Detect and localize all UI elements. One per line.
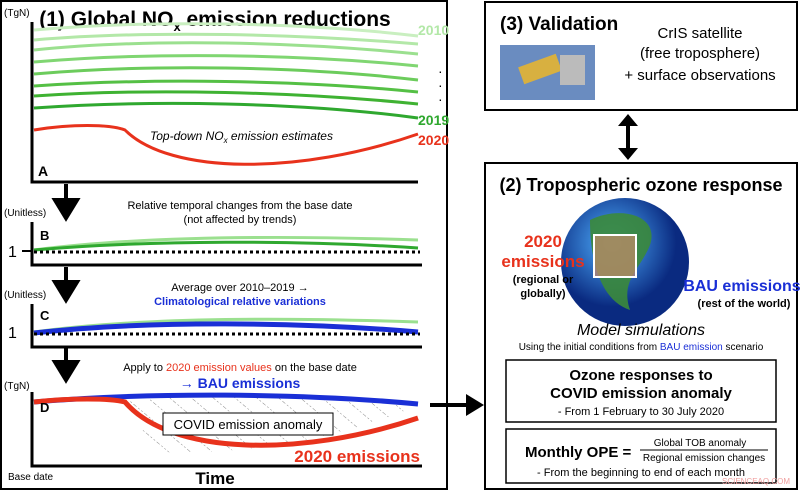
emissions-2020-d: globally) [520,288,566,300]
satellite-icon [500,45,595,100]
green-lines-a [33,22,419,120]
anomaly-box [162,412,334,436]
ope-box [505,428,777,484]
red-line-d [33,396,419,448]
anomaly-label: COVID emission anomaly [174,417,323,432]
panel-2-title: (2) Tropospheric ozone response [499,175,782,195]
panel-3-frame [484,1,798,111]
estimate-label: Top-down NOx emission estimates [150,129,333,145]
watermark: SCIENCEAQ.COM [722,477,790,486]
axis-unit-d: (TgN) [4,381,30,392]
bau-emissions-label: BAU emissions [683,278,800,295]
axis-a [30,22,418,184]
axis-unit-b: (Unitless) [4,208,46,219]
panel-3-title: (3) Validation [500,14,618,35]
region-box [593,234,637,278]
box1-line-1: Ozone responses to [569,367,712,384]
emissions-2020-b: emissions [501,252,584,271]
b-text-1: Relative temporal changes from the base … [127,200,352,212]
axis-c [30,304,422,349]
model-simulations-label: Model simulations [577,322,705,339]
ope-denominator: Regional emission changes [643,453,765,464]
ozone-response-box [505,359,777,423]
c-text-2: Climatological relative variations [154,296,326,308]
panel-1-frame [0,0,448,490]
down-arrows [51,184,81,384]
box1-line-3: - From 1 February to 30 July 2020 [558,406,724,418]
label-2010: 2010 [418,22,449,38]
axis-unit-c: (Unitless) [4,290,46,301]
bau-emissions-sub: (rest of the world) [698,298,791,310]
tick-1-c: 1 [8,325,17,342]
ope-lhs: Monthly OPE = [525,444,632,461]
c-text-1: Average over 2010–2019 → [171,282,308,294]
label-b: B [40,228,49,243]
panel-2-frame [484,162,798,490]
validation-line-3: + surface observations [624,67,775,84]
axis-b [30,222,422,267]
base-date-label: Base date [8,472,53,483]
dots: · [438,77,443,93]
climatology-line [33,321,419,336]
label-c: C [40,308,50,323]
box1-line-2: COVID emission anomaly [550,385,732,402]
axis-d [30,392,422,468]
double-arrow-icon [618,114,638,160]
tick-1-b: 1 [8,244,17,261]
validation-line-2: (free troposphere) [640,45,760,62]
using-label: Using the initial conditions from BAU em… [519,342,764,353]
d-text-1: Apply to 2020 emission values on the bas… [123,362,357,374]
emissions-2020-a: 2020 [524,232,562,251]
emissions-2020-label: 2020 emissions [294,447,420,466]
time-label: Time [195,469,234,488]
axis-unit-a: (TgN) [4,8,30,19]
b-text-2: (not affected by trends) [184,214,297,226]
label-d: D [40,400,49,415]
label-2020: 2020 [418,132,449,148]
label-2019: 2019 [418,112,449,128]
red-line-2020 [33,124,419,166]
emissions-2020-c: (regional or [513,274,574,286]
d-text-2: → BAU emissions [180,375,301,391]
ope-numerator: Global TOB anomaly [654,438,746,449]
ope-note: - From the beginning to end of each mont… [537,467,745,479]
panel-1-title: (1) Global NOx emission reductions [39,8,390,34]
label-a: A [38,163,48,179]
dots: · [438,63,443,79]
right-arrow-icon [466,394,484,416]
dots: · [438,91,443,107]
validation-line-1: CrIS satellite [657,25,742,42]
